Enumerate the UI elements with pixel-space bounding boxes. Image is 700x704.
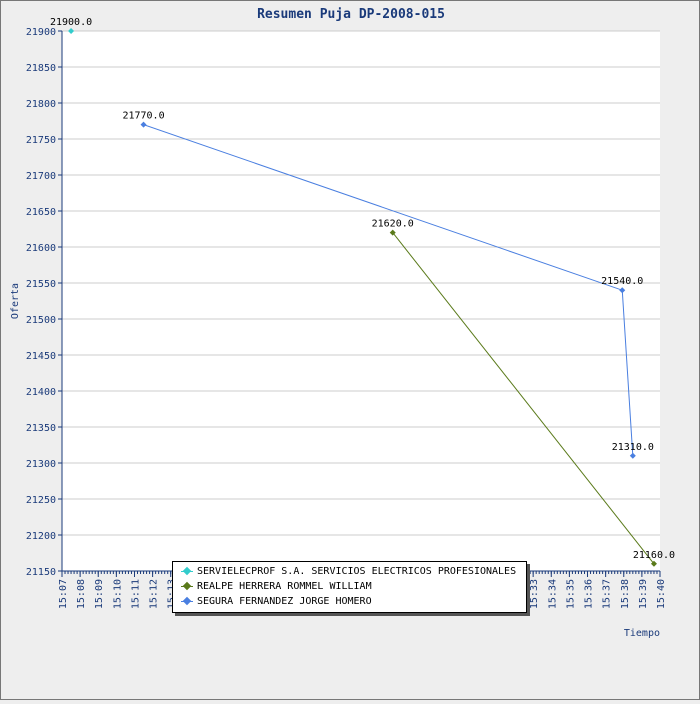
data-point xyxy=(389,229,396,236)
data-label: 21770.0 xyxy=(122,111,164,122)
x-tick-label: 15:39 xyxy=(638,579,649,609)
x-tick-label: 15:33 xyxy=(529,579,540,609)
y-tick-label: 21700 xyxy=(26,171,56,182)
series-0: 21900.0 xyxy=(50,17,92,34)
x-tick-label: 15:11 xyxy=(130,579,141,609)
y-tick-label: 21400 xyxy=(26,387,56,398)
y-tick-label: 21500 xyxy=(26,315,56,326)
x-tick-label: 15:34 xyxy=(547,579,558,609)
legend-label: SEGURA FERNANDEZ JORGE HOMERO xyxy=(197,596,372,607)
y-tick-label: 21750 xyxy=(26,135,56,146)
x-tick-label: 15:36 xyxy=(584,579,595,609)
x-tick-label: 15:38 xyxy=(620,579,631,609)
x-tick-label: 15:37 xyxy=(602,579,613,609)
y-tick-label: 21850 xyxy=(26,63,56,74)
data-point xyxy=(629,452,636,459)
plot-area xyxy=(62,31,660,571)
diamond-marker-icon xyxy=(179,565,195,579)
x-tick-label: 15:12 xyxy=(149,579,160,609)
x-tick-label: 15:10 xyxy=(112,579,123,609)
chart-title: Resumen Puja DP-2008-015 xyxy=(257,7,445,22)
y-tick-label: 21600 xyxy=(26,243,56,254)
gridlines xyxy=(62,30,660,536)
y-tick-label: 21200 xyxy=(26,531,56,542)
diamond-marker-icon xyxy=(179,595,195,609)
y-tick-label: 21350 xyxy=(26,423,56,434)
legend: SERVIELECPROF S.A. SERVICIOS ELECTRICOS … xyxy=(172,561,527,613)
series-line xyxy=(392,232,655,565)
data-point xyxy=(140,121,147,128)
data-point xyxy=(650,560,657,567)
x-axis-label: Tiempo xyxy=(624,628,660,639)
y-tick-label: 21900 xyxy=(26,27,56,38)
data-label: 21160.0 xyxy=(633,550,675,561)
series-1: 21620.0 21160.0 xyxy=(372,219,675,567)
x-tick-label: 15:09 xyxy=(94,579,105,609)
legend-label: SERVIELECPROF S.A. SERVICIOS ELECTRICOS … xyxy=(197,566,517,577)
y-axis-label: Oferta xyxy=(10,283,21,319)
x-tick-label: 15:35 xyxy=(565,579,576,609)
x-tick-label: 15:08 xyxy=(76,579,87,609)
y-tick-label: 21800 xyxy=(26,99,56,110)
data-point xyxy=(619,287,626,294)
data-label: 21900.0 xyxy=(50,17,92,28)
y-tick-label: 21150 xyxy=(26,567,56,578)
y-tick-label: 21300 xyxy=(26,459,56,470)
y-tick-label: 21450 xyxy=(26,351,56,362)
y-tick-label: 21550 xyxy=(26,279,56,290)
data-label: 21310.0 xyxy=(612,442,654,453)
y-tick-label: 21650 xyxy=(26,207,56,218)
x-tick-label: 15:40 xyxy=(656,579,667,609)
data-label: 21620.0 xyxy=(372,219,414,230)
y-tick-label: 21250 xyxy=(26,495,56,506)
y-tick-labels: 21150 21200 21250 21300 21350 21400 21450 21500… xyxy=(26,27,56,578)
legend-item-realpe: REALPE HERRERA ROMMEL WILLIAM xyxy=(179,580,372,594)
data-point xyxy=(68,28,75,34)
diamond-marker-icon xyxy=(179,580,195,594)
series-2: 21770.0 21540.0 21310.0 xyxy=(122,111,654,459)
x-tick-label: 15:07 xyxy=(58,579,69,609)
data-label: 21540.0 xyxy=(601,276,643,287)
legend-item-segura: SEGURA FERNANDEZ JORGE HOMERO xyxy=(179,595,372,609)
series-layer: 21900.0 21620.0 21160.0 21770.0 21540.0 21310… xyxy=(50,17,675,567)
legend-item-servielecprof: SERVIELECPROF S.A. SERVICIOS ELECTRICOS … xyxy=(179,565,516,579)
legend-label: REALPE HERRERA ROMMEL WILLIAM xyxy=(197,581,372,592)
